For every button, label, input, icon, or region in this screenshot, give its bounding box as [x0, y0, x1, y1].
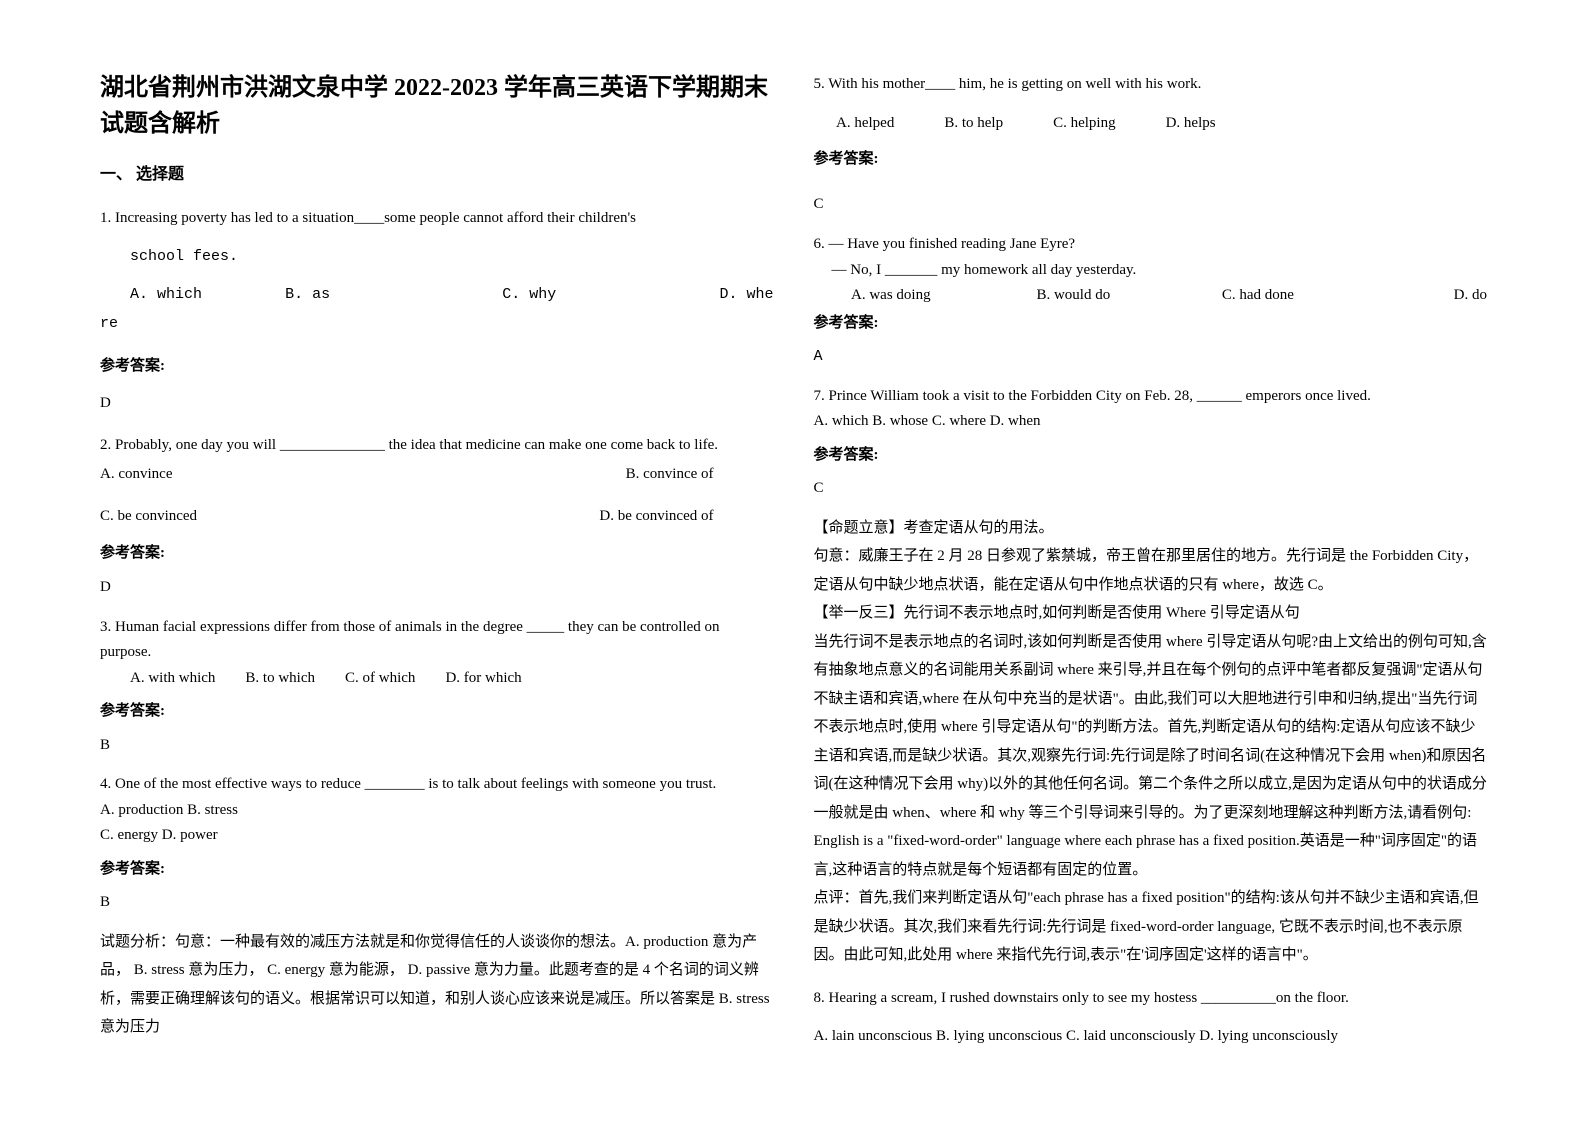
- q3-ans: B: [100, 733, 774, 759]
- question-6: 6. — Have you finished reading Jane Eyre…: [814, 232, 1488, 370]
- q7-exp3: 【举一反三】先行词不表示地点时,如何判断是否使用 Where 引导定语从句: [814, 599, 1488, 628]
- spacer: [100, 488, 774, 502]
- section-heading: 一、 选择题: [100, 160, 774, 190]
- q6-optA: A. was doing: [851, 283, 1036, 309]
- q7-ans: C: [814, 476, 1488, 502]
- q2-optB: B. convince of: [626, 460, 714, 489]
- q1-optD2: re: [100, 310, 774, 339]
- q4-stem: 4. One of the most effective ways to red…: [100, 772, 774, 798]
- question-8: 8. Hearing a scream, I rushed downstairs…: [814, 984, 1488, 1051]
- q4-optAB: A. production B. stress: [100, 798, 774, 824]
- q8-stem: 8. Hearing a scream, I rushed downstairs…: [814, 984, 1488, 1013]
- q6-ans: A: [814, 344, 1488, 370]
- q8-opts: A. lain unconscious B. lying unconscious…: [814, 1022, 1488, 1051]
- q5-optD: D. helps: [1166, 109, 1216, 138]
- doc-title: 湖北省荆州市洪湖文泉中学 2022-2023 学年高三英语下学期期末试题含解析: [100, 70, 774, 142]
- spacer: [814, 182, 1488, 190]
- q4-ans-label: 参考答案:: [100, 857, 774, 883]
- q5-options: A. helped B. to help C. helping D. helps: [814, 109, 1488, 138]
- question-3: 3. Human facial expressions differ from …: [100, 615, 774, 759]
- q5-ans-label: 参考答案:: [814, 145, 1488, 174]
- question-7: 7. Prince William took a visit to the Fo…: [814, 384, 1488, 970]
- q1-optA: A. which: [130, 281, 285, 310]
- q3-ans-label: 参考答案:: [100, 699, 774, 725]
- q3-optC: C. of which: [345, 666, 415, 692]
- spacer: [814, 99, 1488, 109]
- q6-optD: D. do: [1454, 283, 1487, 309]
- question-5: 5. With his mother____ him, he is gettin…: [814, 70, 1488, 218]
- q1-stem2: school fees.: [100, 233, 774, 282]
- q3-stem: 3. Human facial expressions differ from …: [100, 615, 774, 666]
- q5-optB: B. to help: [944, 109, 1003, 138]
- q3-optB: B. to which: [245, 666, 315, 692]
- q2-stem: 2. Probably, one day you will __________…: [100, 431, 774, 460]
- q1-optC: C. why: [502, 281, 719, 310]
- q1-optD: D. whe: [719, 281, 773, 310]
- question-1: 1. Increasing poverty has led to a situa…: [100, 204, 774, 417]
- q1-options: A. which B. as C. why D. whe: [100, 281, 774, 310]
- q5-optA: A. helped: [836, 109, 894, 138]
- q4-ans: B: [100, 890, 774, 916]
- q2-optD: D. be convinced of: [599, 502, 713, 531]
- q6-options: A. was doing B. would do C. had done D. …: [814, 283, 1488, 309]
- q4-optCD: C. energy D. power: [100, 823, 774, 849]
- q6-stem2: — No, I _______ my homework all day yest…: [814, 258, 1488, 284]
- question-2: 2. Probably, one day you will __________…: [100, 431, 774, 601]
- question-4: 4. One of the most effective ways to red…: [100, 772, 774, 1042]
- q2-optA: A. convince: [100, 460, 172, 489]
- q3-optD: D. for which: [445, 666, 521, 692]
- q2-row1: A. convince B. convince of: [100, 460, 774, 489]
- q7-opts: A. which B. whose C. where D. when: [814, 409, 1488, 435]
- q4-explain: 试题分析：句意：一种最有效的减压方法就是和你觉得信任的人谈谈你的想法。A. pr…: [100, 928, 774, 1042]
- q1-optB: B. as: [285, 281, 502, 310]
- page-container: 湖北省荆州市洪湖文泉中学 2022-2023 学年高三英语下学期期末试题含解析 …: [0, 0, 1587, 1105]
- spacer: [814, 1012, 1488, 1022]
- q1-ans-label: 参考答案:: [100, 352, 774, 381]
- q6-optB: B. would do: [1036, 283, 1221, 309]
- q2-row2: C. be convinced D. be convinced of: [100, 502, 774, 531]
- q7-exp2: 句意：威廉王子在 2 月 28 日参观了紫禁城，帝王曾在那里居住的地方。先行词是…: [814, 542, 1488, 599]
- q6-stem1: 6. — Have you finished reading Jane Eyre…: [814, 232, 1488, 258]
- right-column: 5. With his mother____ him, he is gettin…: [814, 70, 1488, 1065]
- q6-ans-label: 参考答案:: [814, 311, 1488, 337]
- q1-ans: D: [100, 389, 774, 418]
- q6-optC: C. had done: [1222, 283, 1454, 309]
- q7-stem: 7. Prince William took a visit to the Fo…: [814, 384, 1488, 410]
- q5-ans: C: [814, 190, 1488, 219]
- left-column: 湖北省荆州市洪湖文泉中学 2022-2023 学年高三英语下学期期末试题含解析 …: [100, 70, 774, 1065]
- q2-optC: C. be convinced: [100, 502, 197, 531]
- q5-optC: C. helping: [1053, 109, 1116, 138]
- q7-exp4: 当先行词不是表示地点的名词时,该如何判断是否使用 where 引导定语从句呢?由…: [814, 628, 1488, 885]
- q1-stem: 1. Increasing poverty has led to a situa…: [100, 204, 774, 233]
- q7-exp1: 【命题立意】考查定语从句的用法。: [814, 514, 1488, 543]
- q3-options: A. with which B. to which C. of which D.…: [100, 666, 774, 692]
- q3-optA: A. with which: [130, 666, 215, 692]
- q5-stem: 5. With his mother____ him, he is gettin…: [814, 70, 1488, 99]
- q2-ans: D: [100, 575, 774, 601]
- q7-exp5: 点评：首先,我们来判断定语从句"each phrase has a fixed …: [814, 884, 1488, 970]
- q2-ans-label: 参考答案:: [100, 539, 774, 568]
- q7-ans-label: 参考答案:: [814, 443, 1488, 469]
